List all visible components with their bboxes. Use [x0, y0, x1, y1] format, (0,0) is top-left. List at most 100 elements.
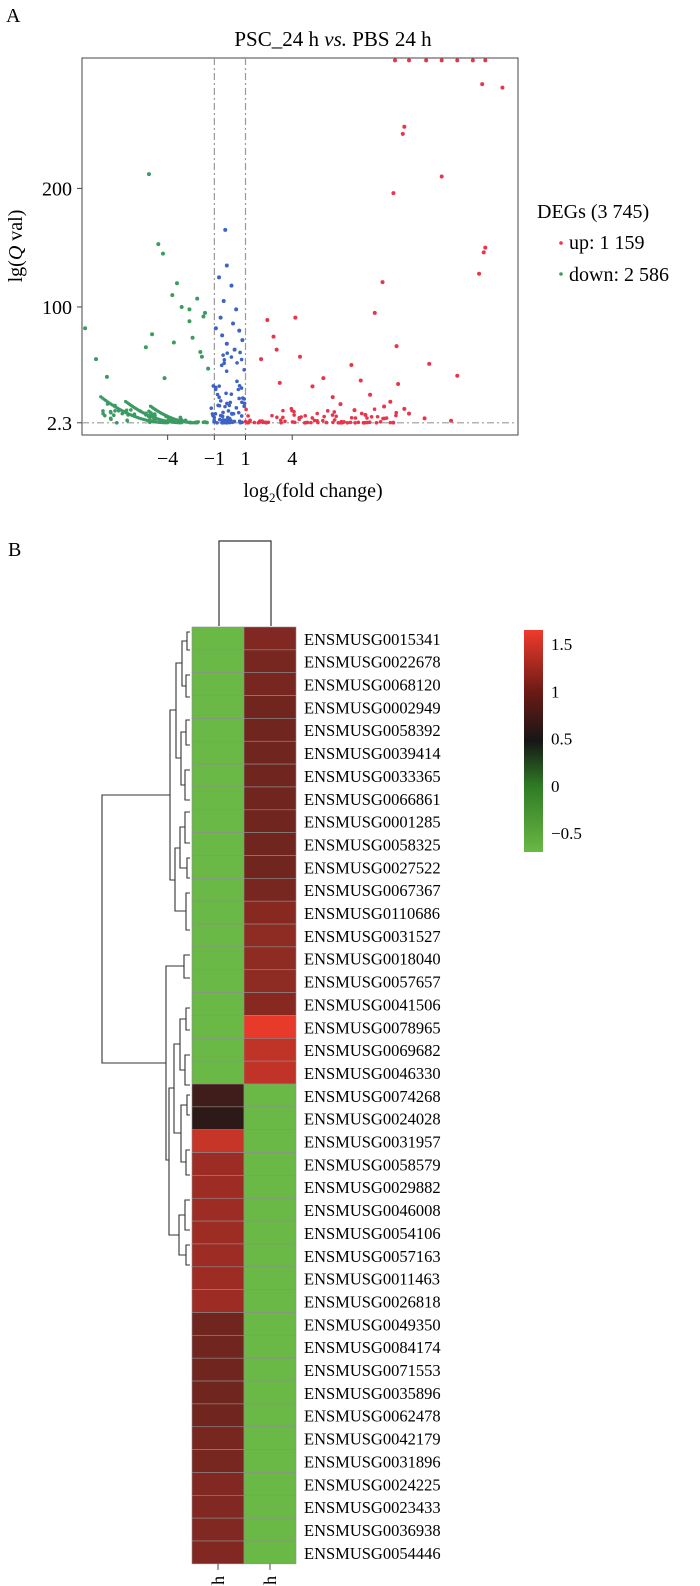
- volcano-point-up-dense: [289, 406, 294, 411]
- volcano-point-ns-dense: [213, 412, 218, 416]
- heatmap-cell: [243, 1357, 297, 1382]
- volcano-point-up: [321, 376, 326, 381]
- heatmap-row-label: ENSMUSG0027522: [304, 858, 441, 877]
- volcano-point-up: [477, 271, 482, 276]
- volcano-point-ns-dense: [225, 401, 229, 406]
- heatmap-cell: [191, 1175, 245, 1199]
- volcano-point-down-dense: [113, 409, 117, 413]
- heatmap-cells: [191, 626, 297, 1565]
- volcano-point-up: [352, 408, 357, 413]
- volcano-point-up-dense: [375, 414, 380, 419]
- volcano-point-up: [265, 318, 270, 323]
- volcano-point-down: [83, 326, 88, 331]
- volcano-point-up: [400, 131, 405, 136]
- volcano-point-up-dense: [332, 418, 337, 422]
- volcano-point-down: [143, 345, 148, 350]
- volcano-point-up-dense: [345, 420, 350, 425]
- volcano-point-ns-dense: [221, 410, 225, 415]
- heatmap-row-label: ENSMUSG0068120: [304, 676, 441, 695]
- volcano-point-down-dense: [205, 420, 209, 425]
- volcano-point-up-dense: [353, 420, 358, 425]
- heatmap-cell: [191, 1312, 245, 1336]
- volcano-point-ns-dense: [215, 392, 220, 397]
- volcano-point-down-dense: [111, 413, 116, 418]
- heatmap-cell: [191, 626, 245, 651]
- y-tick-label: 200: [42, 178, 72, 200]
- heatmap-cell: [191, 1517, 245, 1542]
- heatmap-cell: [191, 1495, 245, 1519]
- volcano-point-up-dense: [388, 420, 393, 425]
- volcano-point-up: [349, 363, 354, 368]
- heatmap-cell: [243, 740, 297, 765]
- volcano-point-up-dense: [275, 415, 279, 420]
- volcano-point-up-dense: [244, 407, 248, 412]
- heatmap-cell: [243, 1220, 297, 1245]
- heatmap-cell: [191, 832, 245, 856]
- heatmap-cell: [191, 1060, 245, 1085]
- heatmap-cell: [243, 672, 297, 696]
- heatmap-cell: [191, 1243, 245, 1268]
- heatmap-column-label: PBS_24 h: [260, 1576, 280, 1586]
- volcano-point-up-dense: [348, 420, 353, 425]
- volcano-point-up-dense: [270, 413, 274, 418]
- volcano-point-up: [407, 58, 411, 63]
- heatmap-row-label: ENSMUSG0062478: [304, 1407, 441, 1426]
- heatmap-cell: [243, 1038, 297, 1062]
- volcano-point-up: [422, 416, 427, 421]
- volcano-point-up-dense: [369, 414, 374, 419]
- heatmap-row-label: ENSMUSG0031896: [304, 1452, 441, 1471]
- heatmap-cell: [243, 1312, 297, 1336]
- volcano-point-up-dense: [359, 411, 364, 416]
- volcano-point-not-significant: [223, 227, 228, 232]
- heatmap-cell: [191, 649, 245, 673]
- heatmap-row-label: ENSMUSG0046330: [304, 1064, 441, 1083]
- volcano-point-up-dense: [356, 420, 361, 425]
- heatmap-cell: [191, 1540, 245, 1565]
- volcano-point-up: [293, 315, 298, 320]
- heatmap-cell: [191, 1449, 245, 1473]
- heatmap-row-label: ENSMUSG0058392: [304, 721, 441, 740]
- volcano-point-down-dense: [109, 410, 113, 415]
- volcano-point-ns-dense: [238, 350, 242, 355]
- volcano-point-ns-dense: [212, 420, 217, 424]
- heatmap-row-label: ENSMUSG0029882: [304, 1178, 441, 1197]
- volcano-point-down: [206, 366, 211, 371]
- volcano-point-up-dense: [252, 420, 257, 425]
- volcano-point-up: [368, 392, 373, 397]
- volcano-point-up-dense: [362, 420, 366, 425]
- colorbar-ticks: 1.5 1 0.5 0 −0.5: [551, 635, 582, 843]
- volcano-point-not-significant: [221, 299, 226, 304]
- volcano-point-down: [174, 281, 179, 286]
- volcano-point-up: [439, 58, 444, 63]
- heatmap-column-label: PSC_24 h: [208, 1576, 228, 1586]
- volcano-point-ns-dense: [224, 369, 229, 374]
- heatmap-row-label: ENSMUSG0031957: [304, 1133, 441, 1152]
- volcano-point-up-dense: [312, 418, 317, 423]
- volcano-point-ns-dense: [237, 396, 241, 401]
- volcano-point-ns-dense: [234, 406, 239, 410]
- volcano-point-not-significant: [232, 347, 237, 352]
- volcano-point-up-dense: [248, 418, 252, 423]
- heatmap-cell: [243, 1197, 297, 1222]
- volcano-point-down-arc: [194, 421, 198, 425]
- volcano-point-ns-dense: [217, 403, 222, 408]
- volcano-point-down: [150, 332, 155, 337]
- volcano-point-ns-dense: [230, 412, 234, 416]
- volcano-point-up: [402, 406, 407, 411]
- heatmap-cell: [191, 1289, 245, 1313]
- volcano-point-not-significant: [240, 338, 245, 343]
- heatmap-row-label: ENSMUSG0024225: [304, 1475, 441, 1494]
- volcano-point-not-significant: [237, 328, 242, 333]
- volcano-axes: 2.3 100 200 −4 −1 1 4: [42, 178, 297, 470]
- heatmap-row-label: ENSMUSG0069682: [304, 1041, 441, 1060]
- volcano-point-ns-dense: [235, 379, 239, 384]
- volcano-point-ns-dense: [212, 415, 217, 420]
- volcano-point-up-dense: [281, 408, 285, 413]
- volcano-point-ns-dense: [230, 420, 235, 425]
- legend-up-label: up: 1 159: [569, 232, 645, 254]
- volcano-point-up-dense: [384, 416, 389, 420]
- volcano-point-down: [146, 172, 151, 177]
- volcano-point-down: [195, 296, 200, 301]
- heatmap-cell: [243, 1060, 297, 1085]
